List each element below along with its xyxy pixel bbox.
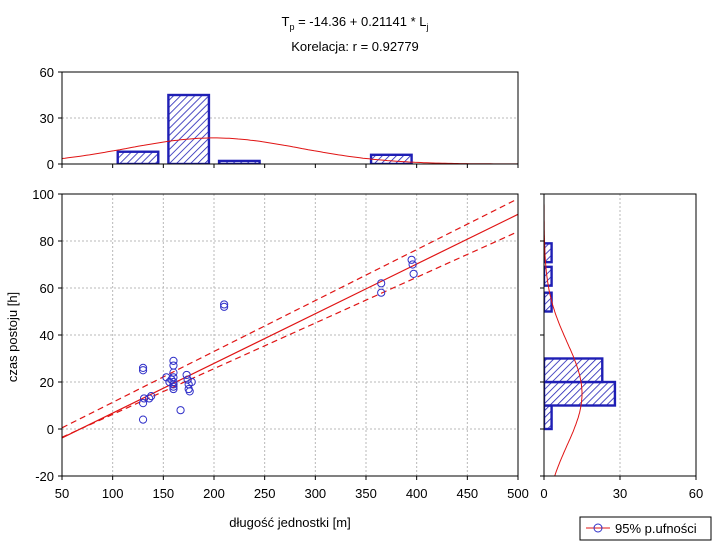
top-frame xyxy=(61,71,519,165)
data-point xyxy=(169,368,178,377)
legend: 95% p.ufności xyxy=(579,516,712,541)
right-plot-area xyxy=(544,194,617,476)
right-histogram-bar xyxy=(544,404,553,431)
y-tick-label: 20 xyxy=(40,375,54,390)
legend-marker-icon xyxy=(593,523,603,533)
data-point xyxy=(169,382,178,391)
y-tick-label: 100 xyxy=(32,187,54,202)
x-tick-label: 500 xyxy=(507,486,529,501)
x-tick-label: 50 xyxy=(55,486,69,501)
data-point xyxy=(169,380,178,389)
data-point xyxy=(220,300,229,309)
chart-title: Tp = -14.36 + 0.21141 * Lj xyxy=(282,14,429,32)
x-axis-label: długość jednostki [m] xyxy=(229,515,350,530)
y-tick-label: -20 xyxy=(35,469,54,484)
x-tick-label: 250 xyxy=(254,486,276,501)
data-point xyxy=(169,361,178,370)
x-tick-label: 350 xyxy=(355,486,377,501)
top-histogram-bar xyxy=(217,159,261,164)
scatter-plot: 50 100 150 200 250 300 350 400 450 500 -20 0 20 40 60 8… xyxy=(32,187,529,501)
top-plot-area xyxy=(62,93,518,164)
top-y-tick-label: 30 xyxy=(40,111,54,126)
right-histogram-bar xyxy=(544,242,553,264)
right-histogram-bar xyxy=(544,265,553,287)
legend-label: 95% p.ufności xyxy=(615,521,697,536)
right-x-tick-label: 30 xyxy=(613,486,627,501)
data-point xyxy=(139,394,149,403)
data-point xyxy=(187,377,196,387)
plot-area xyxy=(62,198,518,439)
x-tick-label: 200 xyxy=(203,486,225,501)
top-y-tick-label: 0 xyxy=(47,157,54,172)
x-tick-label: 300 xyxy=(304,486,326,501)
data-point xyxy=(182,370,191,380)
data-point xyxy=(176,406,185,415)
right-x-tick-label: 60 xyxy=(689,486,703,501)
right-normal-curve xyxy=(544,194,583,476)
data-point xyxy=(138,399,148,408)
regression-line xyxy=(62,213,518,439)
data-point xyxy=(138,363,148,372)
data-point xyxy=(138,366,148,375)
top-histogram-bar xyxy=(167,93,211,164)
data-point xyxy=(183,375,192,384)
top-y-tick-label: 60 xyxy=(40,65,54,80)
data-point xyxy=(165,377,174,387)
data-point xyxy=(409,269,418,278)
y-tick-label: 60 xyxy=(40,281,54,296)
y-axis-label: czas postoju [h] xyxy=(5,292,20,382)
data-point xyxy=(185,387,194,396)
right-histogram: 0 30 60 xyxy=(540,193,703,501)
right-frame xyxy=(543,193,697,477)
chart-subtitle: Korelacja: r = 0.92779 xyxy=(291,39,419,54)
data-point xyxy=(377,279,386,288)
top-normal-curve xyxy=(62,137,518,164)
data-point xyxy=(145,394,154,403)
data-point xyxy=(377,288,386,297)
legend-box xyxy=(579,516,712,541)
data-point xyxy=(220,302,229,311)
x-tick-label: 150 xyxy=(152,486,174,501)
top-histogram: 0 30 60 xyxy=(40,65,519,172)
data-point xyxy=(169,356,178,365)
top-histogram-bar xyxy=(116,150,160,164)
data-point xyxy=(169,384,178,394)
y-tick-label: 40 xyxy=(40,328,54,343)
data-point xyxy=(408,260,417,269)
data-point xyxy=(147,392,156,401)
confidence-band-lower xyxy=(62,231,518,438)
main-frame xyxy=(61,193,519,477)
x-tick-label: 100 xyxy=(102,486,124,501)
right-histogram-bar xyxy=(544,357,604,384)
right-histogram-bar xyxy=(544,380,617,407)
data-point xyxy=(407,255,416,264)
confidence-band-upper xyxy=(62,198,518,429)
data-point xyxy=(138,415,148,424)
x-tick-label: 450 xyxy=(456,486,478,501)
x-tick-label: 400 xyxy=(406,486,428,501)
right-x-tick-label: 0 xyxy=(540,486,547,501)
y-tick-label: 0 xyxy=(47,422,54,437)
y-tick-label: 80 xyxy=(40,234,54,249)
